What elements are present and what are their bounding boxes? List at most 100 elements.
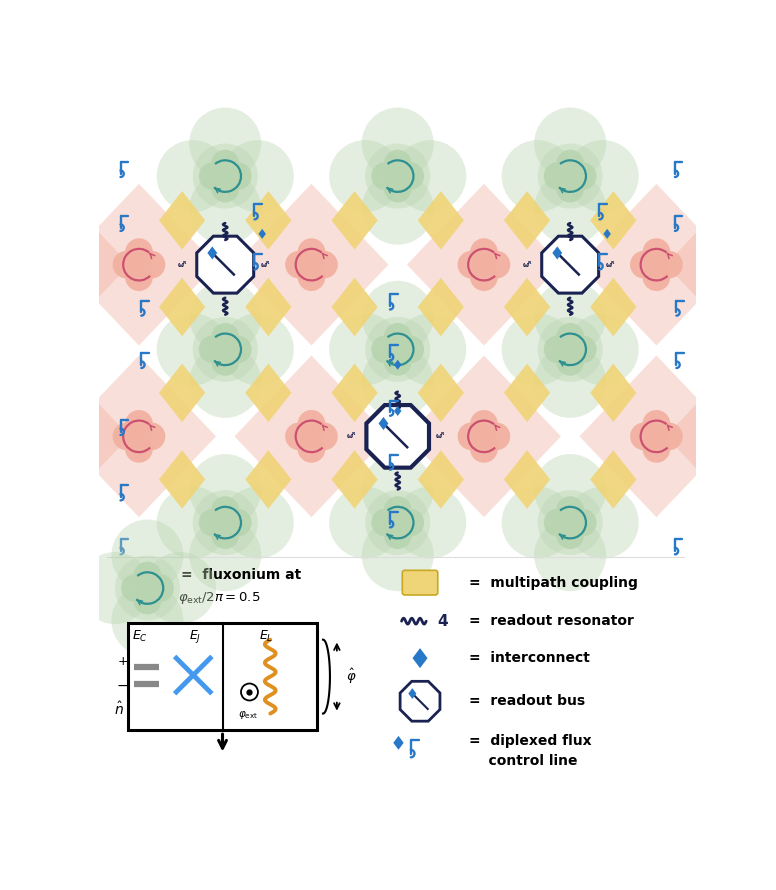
Text: ωᴿ: ωᴿ [605,262,615,268]
Circle shape [126,424,151,449]
Text: ωᴿ: ωᴿ [522,262,532,268]
Circle shape [385,336,411,362]
Circle shape [655,251,683,279]
Polygon shape [234,184,389,345]
Polygon shape [591,364,636,422]
Polygon shape [159,191,205,249]
Polygon shape [197,236,254,293]
Circle shape [189,519,262,591]
Circle shape [189,280,262,352]
Circle shape [223,509,251,537]
Text: $\hat{\varphi}$: $\hat{\varphi}$ [346,667,357,686]
Polygon shape [504,191,550,249]
Text: ωᴿ: ωᴿ [436,433,445,440]
Circle shape [39,435,67,463]
Circle shape [192,317,258,382]
Circle shape [538,143,603,208]
Circle shape [741,423,769,450]
Circle shape [144,552,216,624]
Circle shape [556,348,584,376]
Polygon shape [666,355,776,517]
Circle shape [113,423,140,450]
Text: ωᴿ: ωᴿ [178,262,187,268]
Circle shape [199,509,227,537]
Text: ωᴿ: ωᴿ [347,433,356,440]
Circle shape [394,313,466,385]
Circle shape [538,490,603,555]
Text: $\varphi_{\rm ext}$: $\varphi_{\rm ext}$ [237,709,258,721]
Circle shape [544,509,572,537]
Circle shape [329,140,401,212]
Circle shape [241,684,258,700]
Text: $E_J$: $E_J$ [189,628,202,645]
Polygon shape [407,184,561,345]
Circle shape [39,263,67,291]
Circle shape [51,251,79,279]
Circle shape [285,251,313,279]
Circle shape [157,313,229,385]
Circle shape [298,239,325,266]
Circle shape [372,162,399,190]
Circle shape [394,140,466,212]
Circle shape [569,336,597,363]
Circle shape [501,140,573,212]
Polygon shape [604,229,611,239]
Circle shape [285,423,313,450]
Polygon shape [245,278,292,336]
Circle shape [112,520,183,592]
Circle shape [558,336,583,362]
Polygon shape [331,450,378,509]
Circle shape [365,317,430,382]
Polygon shape [159,450,205,509]
Polygon shape [258,229,266,239]
Circle shape [213,164,237,189]
Circle shape [470,263,497,291]
Text: $E_C$: $E_C$ [132,629,148,644]
Circle shape [384,348,411,376]
Circle shape [135,576,160,601]
Text: ωᴿ: ωᴿ [261,262,270,268]
Polygon shape [400,682,440,721]
Circle shape [729,435,757,463]
Circle shape [556,323,584,351]
Text: =  multipath coupling: = multipath coupling [469,576,637,590]
Circle shape [362,280,434,352]
Text: =  readout bus: = readout bus [469,694,584,708]
Polygon shape [591,450,636,509]
Polygon shape [417,191,464,249]
Polygon shape [580,184,733,345]
Circle shape [384,497,411,524]
Circle shape [644,424,669,449]
Polygon shape [542,236,598,293]
Polygon shape [159,278,205,336]
Polygon shape [580,355,733,517]
Circle shape [146,574,174,602]
Circle shape [385,510,411,535]
Circle shape [192,490,258,555]
Circle shape [470,410,497,438]
Circle shape [222,313,294,385]
Circle shape [534,280,606,352]
Polygon shape [62,355,216,517]
Polygon shape [0,355,130,517]
Circle shape [556,522,584,549]
Circle shape [483,423,511,450]
Circle shape [133,562,161,589]
Circle shape [362,346,434,418]
Polygon shape [0,184,130,345]
Circle shape [189,346,262,418]
Circle shape [125,435,153,463]
Circle shape [362,108,434,180]
Polygon shape [245,191,292,249]
Polygon shape [331,364,378,422]
Circle shape [397,509,424,537]
Polygon shape [366,405,429,467]
Circle shape [729,263,757,291]
Circle shape [544,336,572,363]
Circle shape [26,423,54,450]
Circle shape [630,423,658,450]
Polygon shape [331,278,378,336]
Circle shape [137,251,165,279]
Polygon shape [417,278,464,336]
Circle shape [199,162,227,190]
